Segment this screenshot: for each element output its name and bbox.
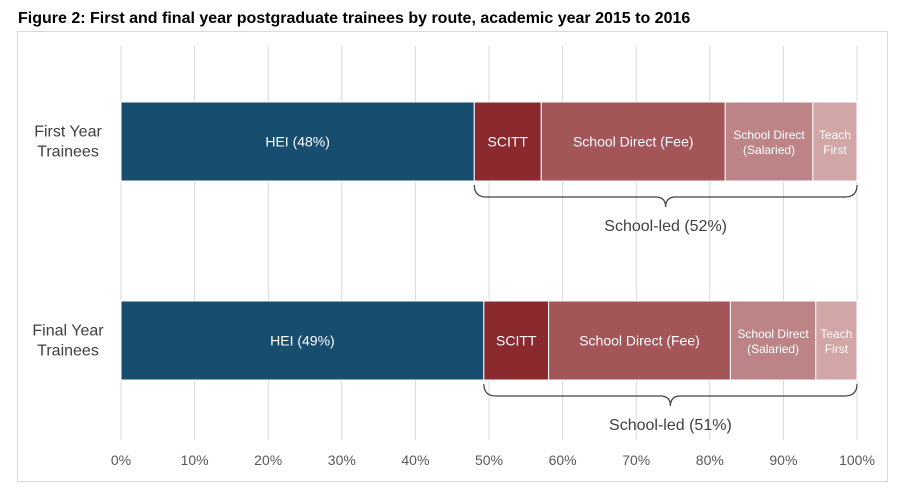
category-label: Final Year Trainees: [32, 323, 104, 360]
segment-label-hei: HEI (49%): [270, 333, 335, 349]
bar-segment-teach_first: [812, 101, 858, 182]
segment-label-sd_fee: School Direct (Fee): [579, 333, 700, 349]
segment-label-teach_first: Teach First: [819, 128, 851, 157]
x-tick-label: 50%: [475, 452, 503, 468]
x-tick-label: 40%: [401, 452, 429, 468]
x-tick-label: 60%: [549, 452, 577, 468]
segment-label-teach_first: Teach First: [820, 327, 852, 356]
segment-label-scitt: SCITT: [496, 333, 537, 349]
category-label: First Year Trainees: [34, 124, 102, 161]
school-led-label: School-led (52%): [604, 218, 727, 235]
bar-segment-sd_fee: [548, 300, 731, 381]
x-tick-label: 20%: [254, 452, 282, 468]
school-led-brace: [473, 184, 858, 208]
x-tick-label: 90%: [769, 452, 797, 468]
segment-label-sd_fee: School Direct (Fee): [573, 134, 694, 150]
segment-label-sd_salaried: School Direct (Salaried): [737, 327, 809, 356]
x-tick-label: 70%: [622, 452, 650, 468]
segment-label-scitt: SCITT: [488, 134, 529, 150]
segment-label-sd_salaried: School Direct (Salaried): [733, 128, 805, 157]
bar-segment-sd_fee: [540, 101, 726, 182]
x-tick-label: 100%: [839, 452, 875, 468]
x-tick-label: 10%: [181, 452, 209, 468]
bar-segment-teach_first: [815, 300, 858, 381]
x-tick-label: 30%: [328, 452, 356, 468]
chart-frame: [17, 31, 888, 482]
bar-segment-scitt: [483, 300, 550, 381]
bar-segment-sd_salaried: [729, 300, 817, 381]
school-led-label: School-led (51%): [609, 417, 732, 434]
school-led-brace: [483, 383, 858, 407]
segment-label-hei: HEI (48%): [265, 134, 330, 150]
bar-segment-hei: [120, 300, 485, 381]
chart-title: Figure 2: First and final year postgradu…: [18, 10, 691, 27]
x-tick-label: 0%: [111, 452, 131, 468]
x-tick-label: 80%: [696, 452, 724, 468]
